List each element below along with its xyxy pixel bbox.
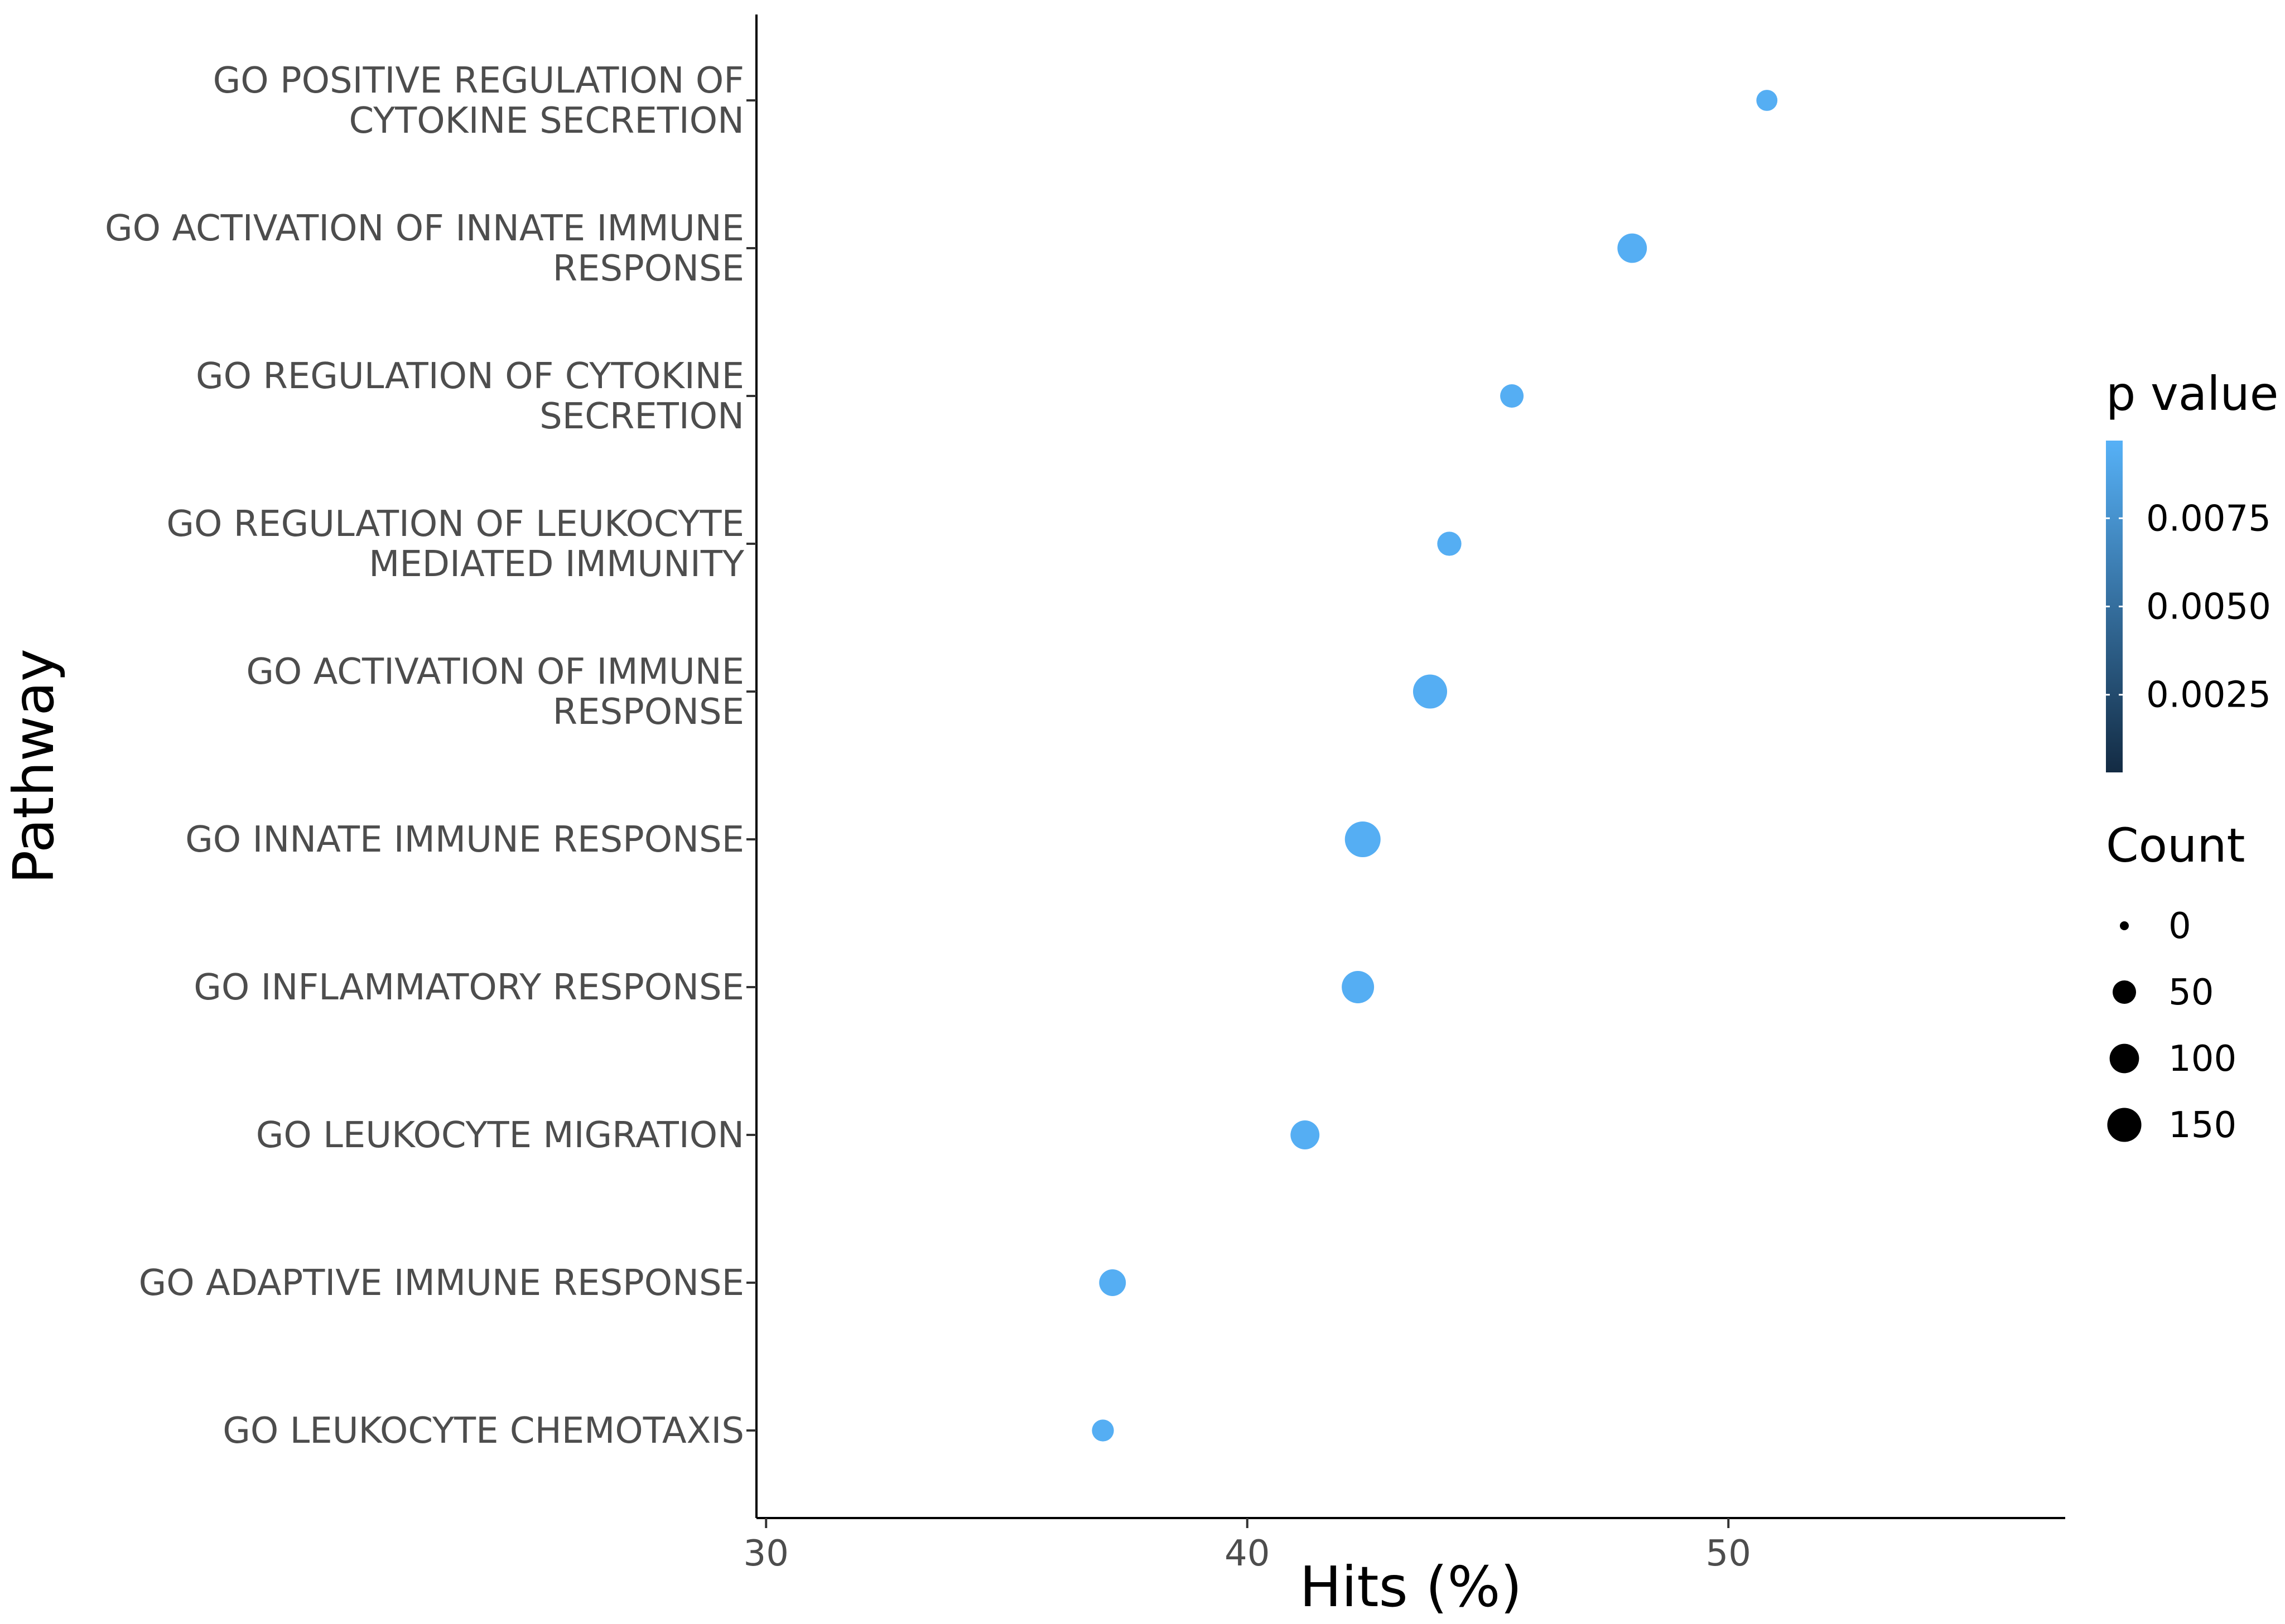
x-tick-label: 30 xyxy=(744,1533,789,1574)
colorbar-label: 0.0025 xyxy=(2146,675,2271,716)
y-tick-label: GO LEUKOCYTE CHEMOTAXIS xyxy=(223,1410,744,1452)
legend-title-size: Count xyxy=(2106,818,2245,873)
y-tick-label: GO ACTIVATION OF IMMUNE xyxy=(246,651,744,693)
x-axis-title: Hits (%) xyxy=(1299,1554,1522,1620)
y-tick-label: GO REGULATION OF LEUKOCYTE xyxy=(166,504,744,545)
size-key xyxy=(2107,1108,2142,1142)
y-tick-label: GO ADAPTIVE IMMUNE RESPONSE xyxy=(139,1263,744,1304)
y-tick-label: GO POSITIVE REGULATION OF xyxy=(213,60,744,102)
data-point xyxy=(1092,1419,1114,1442)
y-tick-label: GO ACTIVATION OF INNATE IMMUNE xyxy=(105,208,744,249)
data-point xyxy=(1437,531,1462,556)
data-point xyxy=(1342,971,1375,1003)
data-point xyxy=(1756,90,1778,111)
x-tick-label: 40 xyxy=(1225,1533,1270,1574)
size-key-label: 150 xyxy=(2168,1105,2236,1146)
y-tick-label: RESPONSE xyxy=(553,692,744,733)
y-tick-label: MEDIATED IMMUNITY xyxy=(369,544,745,585)
y-tick-label: GO LEUKOCYTE MIGRATION xyxy=(256,1115,744,1156)
data-point xyxy=(1617,233,1647,263)
size-key xyxy=(2120,921,2129,930)
legend-title-color: p value xyxy=(2106,366,2278,421)
data-point xyxy=(1413,674,1448,709)
data-point xyxy=(1500,384,1524,408)
y-tick-label: SECRETION xyxy=(539,396,744,437)
colorbar-label: 0.0050 xyxy=(2146,587,2271,628)
y-tick-label: GO INNATE IMMUNE RESPONSE xyxy=(185,819,744,861)
size-key-label: 100 xyxy=(2168,1038,2236,1080)
y-tick-label: RESPONSE xyxy=(553,248,744,289)
size-key-label: 0 xyxy=(2168,906,2191,947)
legend: p value 0.0025 0.0050 0.0075 Count 0 50 100 150 xyxy=(2106,366,2278,1146)
colorbar-label: 0.0075 xyxy=(2146,498,2271,539)
y-tick-label: CYTOKINE SECRETION xyxy=(349,100,745,142)
x-tick-label: 50 xyxy=(1706,1533,1751,1574)
data-point xyxy=(1344,821,1381,857)
y-tick-label: GO REGULATION OF CYTOKINE xyxy=(196,356,744,397)
data-point xyxy=(1290,1120,1320,1149)
size-key xyxy=(2112,980,2137,1004)
data-point xyxy=(1099,1269,1126,1296)
size-key-label: 50 xyxy=(2168,972,2214,1013)
y-tick-label: GO INFLAMMATORY RESPONSE xyxy=(194,967,744,1008)
y-axis-title: Pathway xyxy=(1,649,66,884)
plot-area: 30 40 50 GO POSITIVE REGULATION OFCYTOKINE … xyxy=(1,14,2065,1620)
size-key xyxy=(2109,1043,2139,1074)
